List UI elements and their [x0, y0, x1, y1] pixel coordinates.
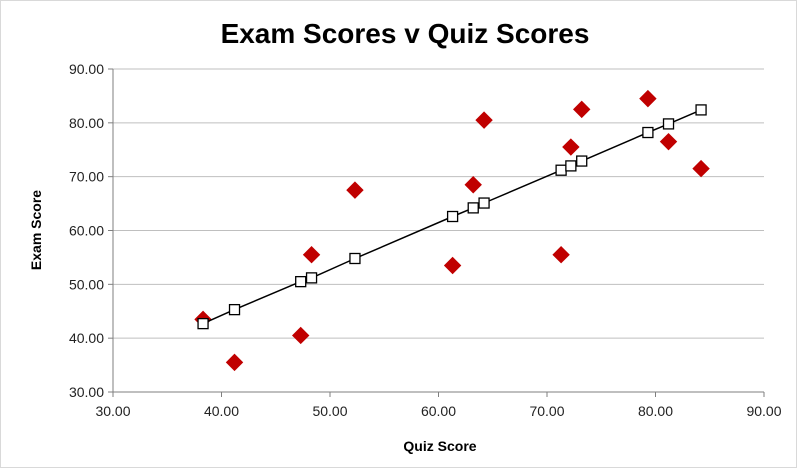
y-axis-label: Exam Score: [28, 190, 44, 270]
series-1: [197, 104, 707, 330]
data-point-square: [695, 104, 707, 116]
chart-title: Exam Scores v Quiz Scores: [221, 18, 590, 49]
data-point-square: [197, 317, 209, 330]
data-point-square: [349, 252, 361, 265]
data-point-diamond: [464, 176, 482, 194]
data-point-diamond: [573, 100, 591, 119]
data-point-diamond: [692, 159, 710, 178]
data-point-diamond: [552, 246, 570, 264]
y-tick-label: 60.00: [69, 223, 104, 239]
data-point-square: [295, 275, 307, 288]
data-point-diamond: [443, 256, 462, 275]
x-tick-label: 60.00: [421, 403, 456, 419]
grid-lines: [113, 68, 764, 393]
x-tick-label: 70.00: [529, 403, 564, 419]
data-point-diamond: [475, 111, 493, 129]
data-point-square: [642, 126, 654, 139]
y-tick-label: 70.00: [69, 169, 104, 185]
data-point-square: [555, 164, 567, 176]
axes: [108, 68, 765, 397]
data-point-diamond: [302, 246, 321, 264]
data-point-square: [467, 202, 479, 214]
data-point-diamond: [562, 138, 580, 156]
series: [194, 89, 710, 372]
data-point-square: [478, 197, 490, 209]
data-point-diamond: [225, 353, 244, 372]
y-tick-label: 50.00: [69, 276, 104, 292]
data-point-square: [446, 210, 459, 223]
data-point-diamond: [659, 132, 678, 151]
x-tick-label: 40.00: [204, 403, 239, 419]
y-tick-label: 90.00: [69, 61, 104, 77]
x-axis-label: Quiz Score: [403, 438, 476, 454]
x-tick-label: 30.00: [95, 403, 130, 419]
x-tick-label: 50.00: [312, 403, 347, 419]
data-point-square: [228, 303, 241, 316]
tick-labels: 30.00 40.00 50.00 60.00 70.00 80.00 90.00 30.00…: [69, 61, 782, 419]
y-tick-label: 30.00: [69, 384, 104, 400]
data-point-square: [565, 160, 577, 172]
data-point-diamond: [639, 89, 657, 108]
data-point-diamond: [346, 181, 364, 199]
data-point-square: [305, 272, 318, 284]
data-point-diamond: [291, 326, 310, 345]
y-tick-label: 40.00: [69, 330, 104, 346]
x-tick-label: 90.00: [746, 403, 781, 419]
y-tick-label: 80.00: [69, 115, 104, 131]
x-tick-label: 80.00: [638, 403, 673, 419]
data-point-square: [576, 155, 588, 167]
data-point-square: [662, 118, 675, 130]
